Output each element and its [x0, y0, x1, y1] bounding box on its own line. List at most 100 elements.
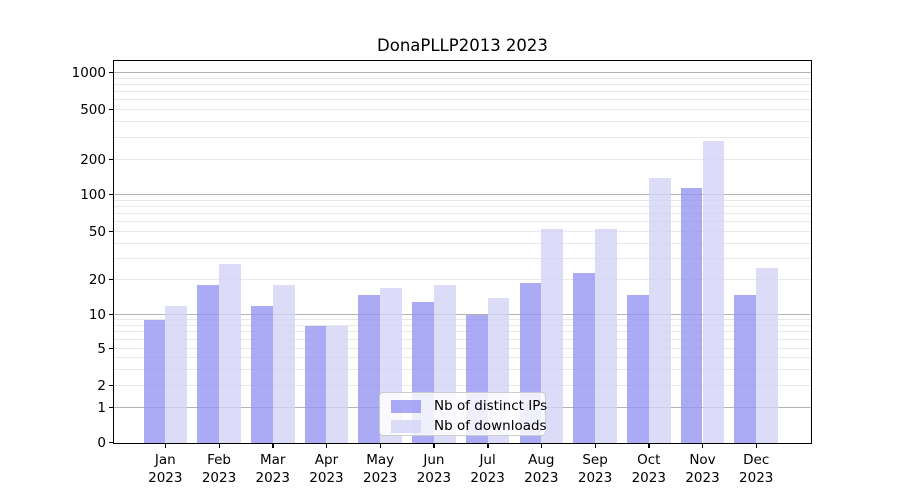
gridline-major — [114, 72, 811, 73]
x-tick-label: Jan 2023 — [135, 452, 195, 487]
bar-distinct-ips — [143, 320, 166, 443]
x-tick-mark — [702, 444, 704, 448]
gridline-minor — [114, 99, 811, 101]
x-tick-year: 2023 — [362, 469, 398, 486]
bar-distinct-ips — [197, 285, 220, 443]
gridline-minor — [114, 77, 811, 79]
x-tick-year: 2023 — [524, 469, 559, 486]
x-tick-mark — [164, 444, 167, 448]
gridline-minor — [114, 136, 811, 138]
gridline-minor — [114, 231, 811, 232]
y-tick-label: 200 — [80, 151, 106, 168]
x-tick-month: Sep — [582, 452, 608, 468]
gridline-minor — [114, 319, 811, 321]
gridline-minor — [114, 368, 811, 370]
legend-item-downloads: Nb of downloads — [391, 418, 547, 434]
x-tick-year: 2023 — [577, 469, 613, 486]
y-tick-label: 500 — [80, 101, 106, 118]
y-tick-label: 0 — [97, 434, 106, 451]
gridline-minor — [114, 279, 811, 280]
gridline-minor — [114, 339, 811, 341]
y-tick-label: 2 — [97, 377, 106, 394]
x-tick-mark — [325, 444, 328, 448]
bar-downloads — [219, 264, 241, 443]
bar-distinct-ips — [250, 305, 273, 443]
y-tick-mark — [109, 159, 113, 161]
x-tick-year: 2023 — [255, 469, 290, 486]
y-tick-mark — [109, 279, 113, 281]
bar-distinct-ips — [734, 294, 757, 443]
y-tick-label: 20 — [88, 271, 106, 288]
x-tick-label: Dec 2023 — [726, 452, 786, 487]
y-tick-label: 1 — [97, 399, 106, 416]
gridline-minor — [114, 121, 811, 123]
bar-downloads — [648, 178, 671, 443]
x-tick-month: Apr — [314, 452, 339, 468]
x-tick-year: 2023 — [148, 469, 183, 486]
legend-swatch-downloads-icon — [391, 419, 421, 433]
bar-downloads — [756, 268, 779, 443]
x-tick-label: Sep 2023 — [565, 452, 625, 487]
bar-distinct-ips — [304, 325, 327, 443]
x-tick-mark — [594, 444, 596, 448]
x-tick-mark — [433, 444, 435, 448]
y-tick-mark — [109, 442, 113, 444]
x-tick-year: 2023 — [631, 469, 666, 486]
gridline-minor — [114, 257, 811, 259]
bar-downloads — [702, 140, 725, 443]
gridline-minor — [114, 348, 811, 349]
x-tick-label: Apr 2023 — [296, 452, 356, 487]
y-tick-mark — [109, 109, 113, 111]
gridline-minor — [114, 331, 811, 333]
gridline-minor — [114, 205, 811, 207]
bar-distinct-ips — [358, 294, 381, 443]
y-tick-label: 50 — [88, 223, 106, 240]
gridline-minor — [114, 242, 811, 244]
x-tick-label: Aug 2023 — [511, 452, 571, 487]
y-tick-label: 10 — [88, 306, 106, 323]
bar-distinct-ips — [573, 272, 596, 443]
bar-distinct-ips — [680, 187, 703, 443]
x-tick-month: Mar — [259, 452, 286, 468]
legend-label-downloads: Nb of downloads — [434, 418, 547, 434]
legend-label-distinct-ips: Nb of distinct IPs — [434, 398, 548, 414]
y-tick-mark — [109, 231, 113, 233]
x-tick-mark — [218, 444, 220, 448]
x-tick-year: 2023 — [309, 469, 344, 486]
bar-distinct-ips — [626, 294, 649, 443]
x-tick-label: Nov 2023 — [673, 452, 733, 487]
y-tick-label: 5 — [97, 340, 106, 357]
x-tick-month: Jul — [479, 452, 496, 468]
gridline-minor — [114, 109, 811, 110]
y-tick-mark — [109, 314, 113, 316]
gridline-minor — [114, 159, 811, 160]
gridline-minor — [114, 91, 811, 93]
y-tick-label: 100 — [80, 186, 106, 203]
x-tick-month: Aug — [528, 452, 555, 468]
x-tick-year: 2023 — [470, 469, 505, 486]
legend-swatch-distinct-ips-icon — [391, 399, 421, 413]
gridline-minor — [114, 83, 811, 85]
x-tick-label: May 2023 — [350, 452, 410, 487]
gridline-minor — [114, 221, 811, 223]
y-tick-mark — [109, 385, 113, 387]
gridline-minor — [114, 213, 811, 215]
y-tick-mark — [109, 407, 113, 409]
x-tick-label: Jul 2023 — [458, 452, 518, 487]
bar-downloads — [541, 228, 564, 443]
gridline-minor — [114, 324, 811, 326]
x-tick-year: 2023 — [739, 469, 774, 486]
legend-item-distinct-ips: Nb of distinct IPs — [391, 398, 548, 414]
y-tick-label: 1000 — [71, 64, 106, 81]
plot-area: Nb of distinct IPs Nb of downloads — [113, 60, 812, 444]
bar-downloads — [272, 285, 295, 443]
x-tick-month: Dec — [743, 452, 770, 468]
x-tick-label: Jun 2023 — [404, 452, 464, 487]
x-tick-mark — [755, 444, 758, 448]
x-tick-month: Oct — [637, 452, 661, 468]
gridline-minor — [114, 385, 811, 386]
chart-title: DonaPLLP2013 2023 — [377, 36, 548, 55]
x-tick-mark — [540, 444, 543, 448]
gridline-major — [114, 314, 811, 315]
